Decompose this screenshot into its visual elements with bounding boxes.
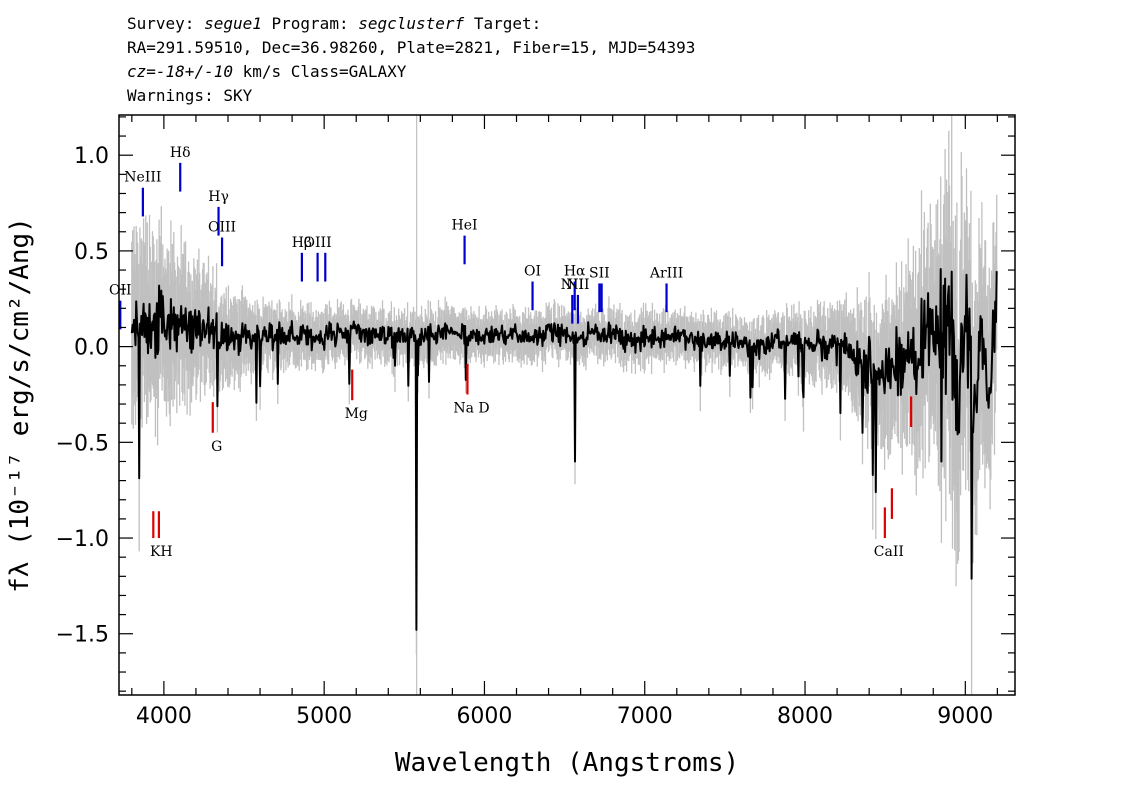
absorption-label-3: Mg <box>345 406 368 422</box>
emission-label-12: NII <box>566 277 589 293</box>
emission-label-2: Hδ <box>170 145 191 161</box>
emission-label-8: HeI <box>452 218 478 234</box>
emission-label-1: NeIII <box>124 170 161 186</box>
emission-label-6: OIII <box>304 235 332 251</box>
cz-value: -18+/-10 <box>155 62 233 81</box>
y-tick-label: −1.0 <box>56 527 109 552</box>
x-tick-label: 6000 <box>456 704 512 729</box>
x-tick-label: 4000 <box>136 704 192 729</box>
target-label: Target: <box>473 14 542 33</box>
flux-series <box>130 268 998 631</box>
emission-label-5: Hβ <box>292 235 312 251</box>
absorption-label-2: G <box>211 439 222 455</box>
x-tick-label: 7000 <box>617 704 673 729</box>
y-axis-title: fλ (10⁻¹⁷ erg/s/cm²/Ang) <box>5 217 35 593</box>
emission-label-4: OIII <box>208 220 236 236</box>
absorption-label-5: CaII <box>874 544 904 560</box>
y-tick-label: 0.5 <box>74 240 109 265</box>
spectrum-header: Survey: segue1 Program: segclusterf Targ… <box>127 12 695 108</box>
header-line-3: cz=-18+/-10 km/s Class=GALAXY <box>127 60 695 84</box>
plot-frame <box>118 114 1016 696</box>
x-axis-title: Wavelength (Angstroms) <box>395 748 739 778</box>
program-value: segclusterf <box>358 14 465 33</box>
error-band-path <box>131 115 998 695</box>
y-tick-label: 1.0 <box>74 144 109 169</box>
emission-label-9: OI <box>524 264 541 280</box>
emission-label-15: ArIII <box>649 265 683 281</box>
class-label: Class=GALAXY <box>290 62 407 81</box>
y-tick-label: 0.0 <box>74 336 109 361</box>
emission-label-0: OII <box>109 283 132 299</box>
survey-label: Survey: <box>127 14 195 33</box>
x-tick-label: 9000 <box>937 704 993 729</box>
emission-label-11: Hα <box>564 264 586 280</box>
emission-label-13: SII <box>589 265 610 281</box>
program-label: Program: <box>271 14 349 33</box>
error-band <box>131 115 998 695</box>
cz-unit: km/s <box>242 62 282 81</box>
header-line-2: RA=291.59510, Dec=36.98260, Plate=2821, … <box>127 38 696 57</box>
warnings-line: Warnings: SKY <box>127 86 253 105</box>
emission-label-3: Hγ <box>208 189 229 205</box>
emission-label-10: NII <box>561 277 584 293</box>
x-tick-label: 8000 <box>777 704 833 729</box>
survey-value: segue1 <box>204 14 262 33</box>
axis-ticks: 4000 5000 6000 7000 8000 9000 −1.5 −1.0 −0.5 0.0 0… <box>56 115 1015 729</box>
cz-label: cz= <box>127 62 156 81</box>
x-tick-label: 5000 <box>296 704 352 729</box>
absorption-label-4: Na D <box>453 400 489 416</box>
y-tick-label: −0.5 <box>56 431 109 456</box>
y-tick-label: −1.5 <box>56 623 109 648</box>
flux-line <box>130 268 998 631</box>
absorption-label-0: KH <box>150 544 173 560</box>
header-line-1: Survey: segue1 Program: segclusterf Targ… <box>127 12 695 36</box>
